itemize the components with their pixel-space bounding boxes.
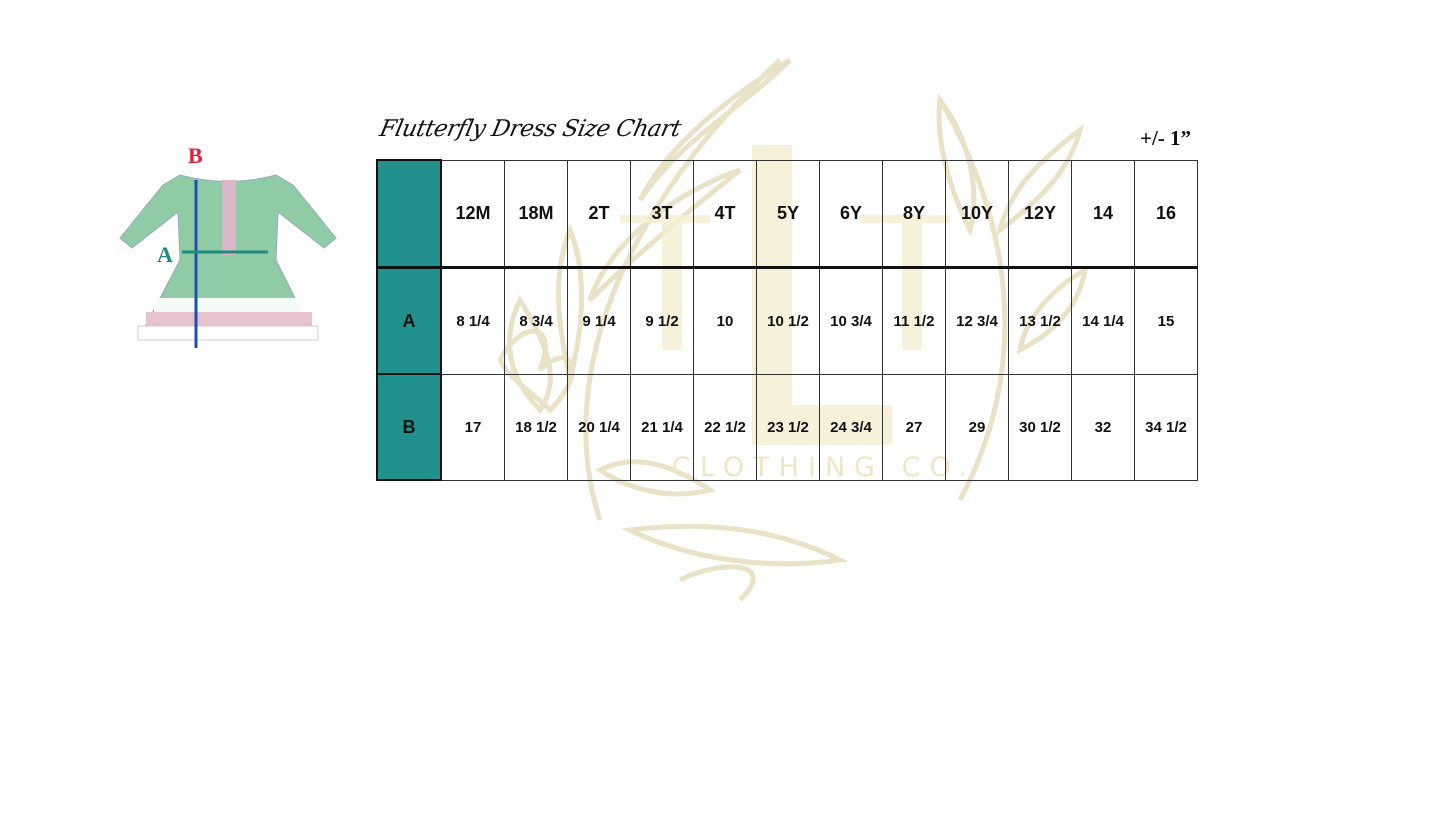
size-header: 16 — [1134, 159, 1198, 269]
row-label: A — [376, 266, 442, 375]
tolerance-note: +/- 1” — [1140, 126, 1192, 150]
size-header: 5Y — [756, 159, 820, 269]
table-cell: 11 1/2 — [882, 267, 946, 375]
label-b: B — [188, 143, 203, 168]
table-cell: 8 3/4 — [504, 267, 568, 375]
row-label: B — [376, 373, 442, 481]
table-cell: 17 — [440, 373, 505, 481]
size-header: 18M — [504, 159, 568, 269]
label-a: A — [157, 242, 173, 267]
table-cell: 13 1/2 — [1008, 267, 1072, 375]
size-header: 14 — [1071, 159, 1135, 269]
size-header: 12Y — [1008, 159, 1072, 269]
size-header: 4T — [693, 159, 757, 269]
size-header: 2T — [567, 159, 631, 269]
table-cell: 9 1/2 — [630, 267, 694, 375]
table-cell: 9 1/4 — [567, 267, 631, 375]
table-cell: 15 — [1134, 267, 1198, 375]
size-header: 6Y — [819, 159, 883, 269]
table-cell: 10 1/2 — [756, 267, 820, 375]
size-header: 3T — [630, 159, 694, 269]
table-header-row: 12M 18M 2T 3T 4T 5Y 6Y 8Y 10Y 12Y 14 16 — [376, 159, 1198, 269]
table-cell: 20 1/4 — [567, 373, 631, 481]
size-header: 10Y — [945, 159, 1009, 269]
table-cell: 18 1/2 — [504, 373, 568, 481]
table-cell: 21 1/4 — [630, 373, 694, 481]
dress-measurement-diagram — [119, 174, 337, 348]
table-cell: 24 3/4 — [819, 373, 883, 481]
table-cell: 34 1/2 — [1134, 373, 1198, 481]
table-row-a: A 8 1/4 8 3/4 9 1/4 9 1/2 10 10 1/2 10 3… — [376, 266, 1198, 375]
size-header: 8Y — [882, 159, 946, 269]
table-cell: 32 — [1071, 373, 1135, 481]
table-cell: 12 3/4 — [945, 267, 1009, 375]
table-cell: 23 1/2 — [756, 373, 820, 481]
table-cell: 27 — [882, 373, 946, 481]
table-cell: 10 — [693, 267, 757, 375]
table-row-b: B 17 18 1/2 20 1/4 21 1/4 22 1/2 23 1/2 … — [376, 373, 1198, 481]
table-cell: 29 — [945, 373, 1009, 481]
chart-title: Flutterfly Dress Size Chart — [377, 116, 684, 142]
size-header: 12M — [440, 159, 505, 269]
table-cell: 10 3/4 — [819, 267, 883, 375]
size-chart-table: 12M 18M 2T 3T 4T 5Y 6Y 8Y 10Y 12Y 14 16 … — [376, 159, 1198, 481]
table-cell: 8 1/4 — [440, 267, 505, 375]
table-cell: 14 1/4 — [1071, 267, 1135, 375]
table-cell: 22 1/2 — [693, 373, 757, 481]
table-cell: 30 1/2 — [1008, 373, 1072, 481]
header-corner-cell — [376, 159, 442, 269]
